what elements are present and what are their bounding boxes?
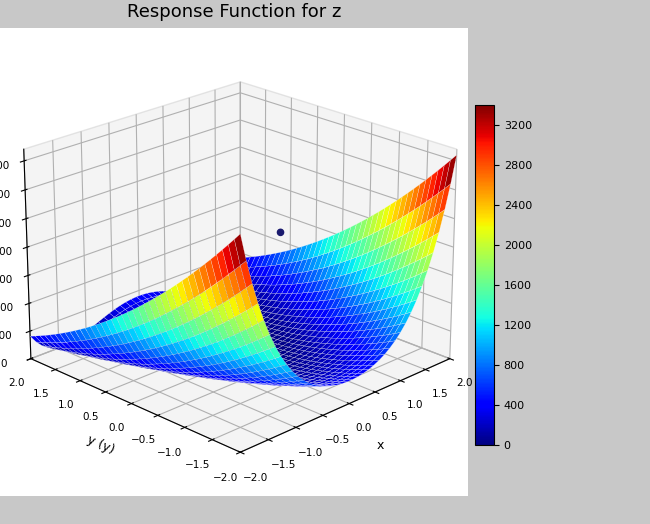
X-axis label: x: x — [376, 439, 384, 452]
Y-axis label: y (y): y (y) — [85, 433, 116, 457]
Title: Response Function for z: Response Function for z — [127, 3, 341, 21]
